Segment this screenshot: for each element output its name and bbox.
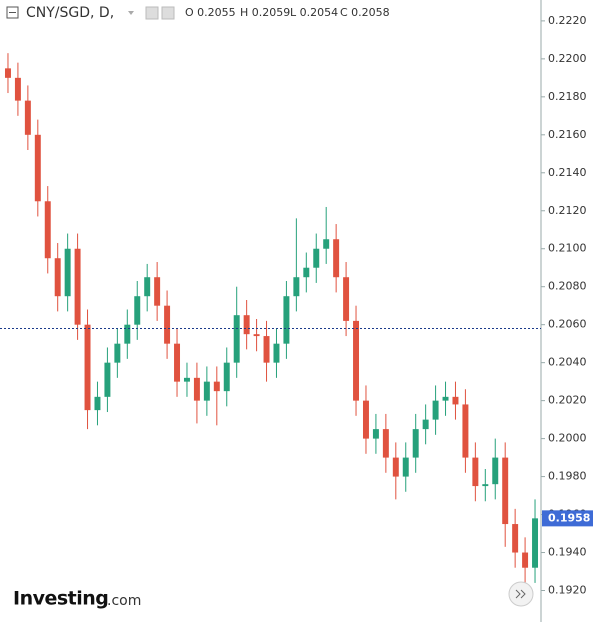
y-tick-label: 0.2140 xyxy=(548,166,587,179)
y-tick-label: 0.2040 xyxy=(548,356,587,369)
candle-body xyxy=(84,324,91,411)
last-price-label: 0.1958 xyxy=(548,511,590,524)
candle-body xyxy=(34,134,41,202)
logo-name: Investing xyxy=(13,588,108,610)
candle-body xyxy=(233,315,240,363)
y-tick-label: 0.2120 xyxy=(548,204,587,217)
candle-body xyxy=(362,400,369,439)
candle-body xyxy=(134,296,141,325)
candle-body xyxy=(104,362,111,397)
last-price-marker xyxy=(542,510,593,527)
candle-body xyxy=(422,419,429,430)
low-value: L 0.2054 xyxy=(290,6,338,19)
candle-body xyxy=(382,429,389,458)
y-tick-label: 0.1940 xyxy=(548,546,587,559)
candle-body xyxy=(223,362,230,392)
candle-body xyxy=(154,277,161,306)
candle-body xyxy=(353,320,360,401)
y-tick-label: 0.1920 xyxy=(548,584,587,597)
candle-body xyxy=(273,343,280,363)
candle-body xyxy=(442,396,449,401)
candle-body xyxy=(392,457,399,477)
candle-body xyxy=(253,334,260,337)
candle-body xyxy=(124,324,131,344)
y-tick-label: 0.2180 xyxy=(548,90,587,103)
candle-body xyxy=(24,100,31,135)
candle-body xyxy=(183,377,190,382)
candle-body xyxy=(303,267,310,278)
symbol: CNY/SGD, D, xyxy=(26,5,114,21)
candle-body xyxy=(343,277,350,321)
candle-body xyxy=(144,277,151,297)
close-value: C 0.2058 xyxy=(340,6,390,19)
candle-body xyxy=(14,77,21,101)
y-tick-label: 0.1980 xyxy=(548,470,587,483)
candle-body xyxy=(432,400,439,420)
candle-body xyxy=(502,457,509,525)
y-tick-label: 0.2220 xyxy=(548,14,587,27)
y-tick-label: 0.2200 xyxy=(548,52,587,65)
candle-body xyxy=(462,404,469,458)
candle-body xyxy=(313,248,320,268)
y-tick-label: 0.2080 xyxy=(548,280,587,293)
candle-body xyxy=(74,248,81,325)
candle-body xyxy=(44,201,51,259)
candle-body xyxy=(174,343,181,382)
logo-suffix: .com xyxy=(107,593,141,609)
candle-body xyxy=(54,258,61,297)
candle-body xyxy=(193,377,200,401)
candle-body xyxy=(482,484,489,487)
scroll-to-end-icon xyxy=(515,589,526,599)
open-value: O 0.2055 xyxy=(185,6,236,19)
candle-body xyxy=(323,239,330,249)
candle-body xyxy=(372,429,379,439)
candle-body xyxy=(452,396,459,405)
candle-body xyxy=(213,381,220,392)
candle-body xyxy=(203,381,210,401)
scroll-to-end-button[interactable] xyxy=(508,581,534,607)
settings-icon[interactable] xyxy=(161,6,175,20)
y-tick-label: 0.2020 xyxy=(548,394,587,407)
candle-body xyxy=(333,239,340,278)
candle-body xyxy=(402,457,409,477)
candle-body xyxy=(4,68,11,78)
candle-body xyxy=(164,305,171,344)
candle-body xyxy=(293,277,300,297)
candle-body xyxy=(522,552,529,568)
y-tick-label: 0.2060 xyxy=(548,318,587,331)
high-value: H 0.2059 xyxy=(240,6,290,19)
y-tick-label: 0.2100 xyxy=(548,242,587,255)
candle-body xyxy=(243,315,250,335)
collapse-icon[interactable] xyxy=(6,6,19,19)
candle-body xyxy=(512,524,519,553)
y-tick-label: 0.2160 xyxy=(548,128,587,141)
candle-body xyxy=(263,336,270,363)
y-tick-label: 0.2000 xyxy=(548,432,587,445)
visibility-icon[interactable] xyxy=(145,6,159,20)
candle-body xyxy=(94,396,101,411)
candle-body xyxy=(472,457,479,487)
candle-body xyxy=(412,429,419,458)
candle-body xyxy=(532,518,539,568)
candle-body xyxy=(114,343,121,363)
candle-body xyxy=(64,248,71,297)
candle-body xyxy=(283,296,290,344)
candle-body xyxy=(492,457,499,485)
dropdown-caret[interactable] xyxy=(128,11,134,15)
